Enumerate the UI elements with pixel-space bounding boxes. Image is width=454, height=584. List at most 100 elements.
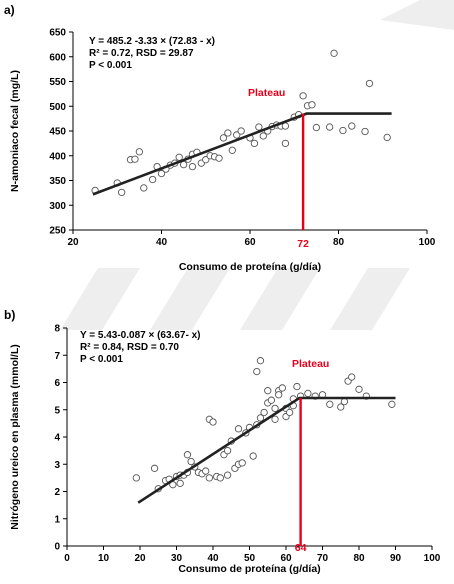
y-tick-label: 2 [54,487,60,498]
data-point [355,385,363,393]
fit-line [137,396,396,504]
y-tick-label: 1 [54,514,60,525]
x-tick-label: 60 [280,553,292,564]
data-point [216,474,224,482]
y-tick-label: 7 [54,351,60,362]
data-point [275,391,283,399]
x-axis-title: Consumo de proteína (g/día) [179,261,321,273]
equation-line: Y = 5.43-0.087 × (63.67- x) [80,330,200,341]
data-point [308,101,316,109]
data-point [339,126,347,135]
data-point [285,408,294,417]
data-point [260,408,268,417]
data-point [223,446,232,455]
data-point [249,452,257,460]
data-point [234,425,243,433]
data-point [132,474,141,482]
data-point [187,457,195,466]
x-tick-label: 20 [67,237,79,248]
data-point [202,467,210,475]
data-point [223,471,232,479]
x-tick-label: 10 [98,553,110,564]
watermark-chevron [240,268,320,330]
data-point [259,132,267,140]
y-tick-label: 3 [54,460,60,471]
data-point [267,396,276,404]
y-tick-label: 350 [49,176,66,187]
x-tick-label: 90 [390,553,402,564]
data-point [271,415,279,423]
data-point [365,79,374,88]
fit-stats-line: R² = 0.72, RSD = 29.87 [89,48,194,59]
data-point [238,459,246,467]
chart-panel-a: a) 250 300 350 400 450 500 550 600 650 20 40 60 80 100… [4,3,436,273]
data-point [188,162,197,171]
data-point [179,161,188,169]
data-point [135,148,144,156]
x-axis-title: Consumo de proteína (g/día) [178,563,320,575]
x-tick-label: 30 [171,553,183,564]
fit-stats-line: R² = 0.84, RSD = 0.70 [80,342,179,353]
y-tick-label: 8 [54,324,60,335]
data-point [175,153,183,161]
data-point [228,146,236,154]
data-point [224,129,232,137]
data-point [219,134,228,142]
data-point [250,139,259,148]
data-point [281,139,290,148]
data-point [271,404,279,413]
fit-line [92,112,392,196]
data-point [183,451,192,459]
data-point [157,169,166,178]
data-point [237,127,245,135]
data-point [148,175,157,184]
watermark-chevron [380,0,454,30]
data-point [205,474,214,482]
data-point [348,122,356,130]
data-point [264,387,272,395]
data-point [256,414,265,422]
y-tick-label: 0 [54,542,60,553]
x-tick-label: 0 [64,553,70,564]
data-point [253,367,261,376]
data-point [304,389,312,398]
watermark-chevron [330,268,410,330]
breakpoint-label: 64 [295,542,307,554]
data-point [293,382,301,391]
y-tick-label: 300 [49,201,66,212]
panel-label: b) [4,308,15,322]
y-tick-label: 5 [54,405,60,416]
watermark-chevron [60,268,140,330]
data-point [233,131,241,139]
equation-line: Y = 485.2 -3.33 × (72.83 - x) [89,36,215,47]
x-tick-label: 40 [207,553,219,564]
data-point [255,123,263,131]
data-point [278,384,286,392]
data-point [312,123,321,132]
data-point [256,357,265,365]
watermark-chevron [150,268,230,330]
data-point [326,400,334,408]
y-tick-label: 250 [49,226,66,237]
data-point [209,418,217,426]
y-tick-label: 450 [49,127,66,138]
panel-label: a) [4,3,15,17]
y-tick-label: 4 [54,433,60,444]
x-tick-label: 100 [419,237,436,248]
breakpoint-label: 72 [297,238,309,250]
y-tick-label: 400 [49,151,66,162]
x-tick-label: 40 [156,237,168,248]
data-point [388,400,396,408]
x-tick-label: 20 [134,553,146,564]
data-point [337,403,345,411]
x-tick-label: 70 [317,553,329,564]
x-tick-label: 80 [333,237,345,248]
y-tick-label: 500 [49,102,66,113]
y-tick-label: 600 [49,52,66,63]
y-tick-label: 550 [49,77,66,88]
data-point [176,479,184,487]
data-point [118,188,126,197]
y-axis-title: N-amoniaco fecal (mg/L) [9,70,21,192]
p-value-line: P < 0.001 [80,354,123,365]
